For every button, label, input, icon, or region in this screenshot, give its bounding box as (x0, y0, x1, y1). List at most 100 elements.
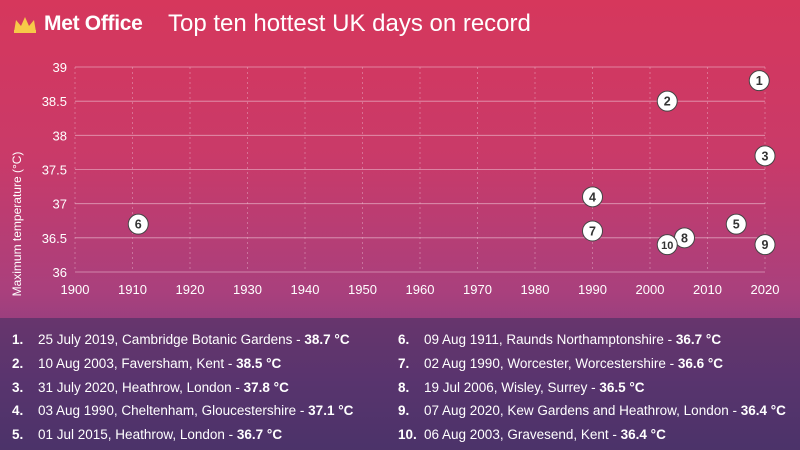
legend-entry-temperature: 36.7 °C (675, 332, 722, 347)
legend-entry: 7. 02 Aug 1990, Worcester, Worcestershire… (398, 352, 786, 376)
legend-entry: 3. 31 July 2020, Heathrow, London - 37.8 … (12, 376, 353, 400)
data-point-5: 5 (725, 213, 747, 235)
legend-entry-text: 31 July 2020, Heathrow, London - (38, 379, 244, 395)
x-tick-label: 1980 (521, 282, 550, 297)
page-title: Top ten hottest UK days on record (168, 10, 531, 37)
met-office-logo[interactable]: Met Office (12, 12, 143, 36)
data-point-marker (582, 186, 603, 208)
y-tick-label: 36 (53, 265, 67, 280)
data-point-7: 7 (582, 220, 603, 242)
data-point-marker (754, 145, 776, 167)
x-tick-label: 1970 (463, 282, 492, 297)
legend-entry: 8. 19 Jul 2006, Wisley, Surrey - 36.5 °C (398, 376, 786, 400)
x-tick-label: 1920 (176, 282, 205, 297)
x-tick-label: 2010 (693, 282, 722, 297)
legend-entry-temperature: 36.4 °C (620, 427, 666, 443)
data-point-2: 2 (656, 90, 678, 112)
legend-entry: 2. 10 Aug 2003, Faversham, Kent - 38.5 °C (12, 352, 353, 376)
legend-entry-temperature: 36.6 °C (677, 355, 724, 371)
y-tick-label: 37 (53, 197, 67, 212)
legend-entry-text: 07 Aug 2020, Kew Gardens and Heathrow, L… (424, 403, 741, 419)
legend-column-right: 6. 09 Aug 1911, Raunds Northamptonshire -… (398, 328, 786, 447)
x-axis-ticks: 1900 1910 1920 1930 1940 1950 1960 1970 1980 1990… (61, 282, 780, 297)
data-point-label: 7 (589, 225, 596, 239)
legend-entry-temperature: 38.7 °C (304, 332, 350, 347)
data-point-marker (656, 90, 678, 112)
data-point-label: 8 (681, 231, 688, 245)
legend-entry-number: 7. (398, 355, 410, 371)
legend-entry-text: 03 Aug 1990, Cheltenham, Gloucestershire… (38, 403, 309, 419)
x-tick-label: 2020 (751, 282, 780, 297)
legend-entry: 4. 03 Aug 1990, Cheltenham, Gloucestershi… (12, 399, 353, 423)
legend-entry-temperature: 38.5 °C (236, 355, 282, 371)
x-tick-label: 1940 (291, 282, 320, 297)
legend-entry: 9. 07 Aug 2020, Kew Gardens and Heathrow,… (398, 399, 786, 423)
data-point-label: 3 (762, 149, 769, 163)
legend-entry-number: 9. (398, 403, 410, 419)
x-tick-label: 1990 (578, 282, 607, 297)
legend-entry-text: 09 Aug 1911, Raunds Northamptonshire - (424, 332, 676, 347)
legend-entry-temperature: 36.5 °C (599, 379, 645, 395)
legend-entry-text: 25 July 2019, Cambridge Botanic Gardens … (38, 332, 305, 347)
data-point-4: 4 (582, 186, 603, 208)
data-point-label: 10 (661, 240, 673, 252)
data-point-label: 1 (756, 74, 763, 88)
x-tick-label: 1960 (406, 282, 435, 297)
data-point-marker (725, 213, 747, 235)
legend-entry-number: 6. (398, 332, 410, 347)
legend-entry-text: 06 Aug 2003, Gravesend, Kent - (424, 427, 621, 443)
y-tick-label: 38.5 (42, 94, 67, 109)
legend-entry-temperature: 36.7 °C (236, 427, 283, 443)
data-points: 1 2 3 4 5 6 7 8 9 10 (127, 70, 776, 256)
y-tick-label: 38 (53, 128, 67, 143)
y-tick-label: 37.5 (42, 163, 67, 178)
legend-entry-number: 2. (12, 355, 24, 371)
legend-entry-text: 01 Jul 2015, Heathrow, London - (38, 427, 237, 443)
y-axis-label: Maximum temperature (°C) (10, 152, 24, 297)
y-axis-ticks: 36 36.5 37 37.5 38 38.5 39 (42, 60, 67, 280)
x-tick-label: 1950 (348, 282, 377, 297)
y-tick-label: 39 (53, 60, 67, 75)
data-point-label: 2 (664, 95, 671, 109)
data-point-marker (582, 220, 603, 242)
data-point-marker (754, 234, 776, 256)
data-point-label: 9 (762, 238, 769, 252)
legend-entry-number: 1. (12, 332, 24, 347)
legend-entry-number: 5. (12, 427, 24, 443)
data-point-marker (748, 70, 770, 92)
legend-entry-text: 10 Aug 2003, Faversham, Kent - (38, 355, 237, 371)
data-point-label: 4 (589, 190, 596, 204)
legend-panel: 1. 25 July 2019, Cambridge Botanic Garden… (0, 318, 800, 450)
legend-entry: 5. 01 Jul 2015, Heathrow, London - 36.7 °… (12, 423, 353, 447)
legend-entry-temperature: 36.4 °C (740, 403, 786, 419)
legend-entry-number: 3. (12, 379, 24, 395)
data-point-6: 6 (127, 213, 149, 235)
legend-entry-number: 8. (398, 379, 410, 395)
data-point-label: 5 (733, 218, 740, 232)
y-tick-label: 36.5 (42, 231, 67, 246)
legend-entry-temperature: 37.8 °C (243, 379, 289, 395)
x-tick-label: 1930 (233, 282, 262, 297)
legend-entry: 1. 25 July 2019, Cambridge Botanic Garden… (12, 328, 353, 352)
header: Met Office Top ten hottest UK days on re… (0, 0, 800, 52)
x-tick-label: 1900 (61, 282, 90, 297)
legend-column-left: 1. 25 July 2019, Cambridge Botanic Garden… (12, 328, 353, 447)
data-point-8: 8 (674, 227, 695, 249)
x-tick-label: 2000 (636, 282, 665, 297)
data-point-10: 10 (656, 234, 678, 256)
legend-entry: 10. 06 Aug 2003, Gravesend, Kent - 36.4 °… (398, 423, 786, 447)
data-point-label: 6 (135, 218, 142, 232)
legend-entry-number: 4. (12, 403, 24, 419)
data-point-3: 3 (754, 145, 776, 167)
brand-name: Met Office (44, 12, 143, 35)
legend-entry: 6. 09 Aug 1911, Raunds Northamptonshire -… (398, 328, 786, 352)
data-point-1: 1 (748, 70, 770, 92)
met-office-crown-icon (14, 17, 36, 33)
legend-entry-number: 10. (398, 427, 417, 443)
legend-entry-text: 02 Aug 1990, Worcester, Worcestershire - (424, 355, 678, 371)
x-tick-label: 1910 (118, 282, 147, 297)
legend-entry-temperature: 37.1 °C (308, 403, 354, 419)
legend-entry-text: 19 Jul 2006, Wisley, Surrey - (424, 379, 600, 395)
